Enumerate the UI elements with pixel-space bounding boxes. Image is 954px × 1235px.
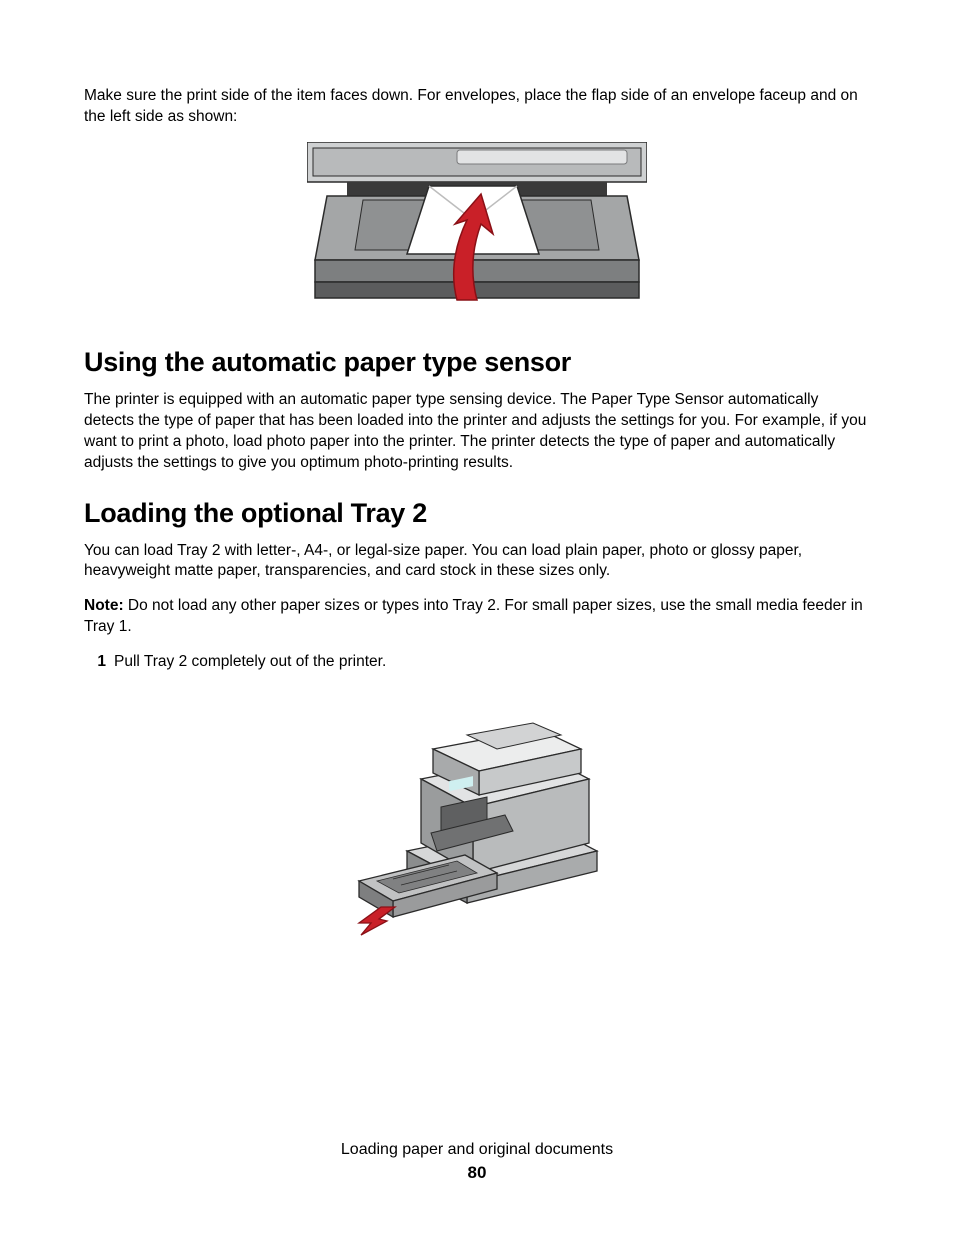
footer-page-number: 80 — [0, 1163, 954, 1183]
figure-envelope-feed — [84, 142, 870, 317]
note-label: Note: — [84, 597, 124, 614]
heading-loading-tray2: Loading the optional Tray 2 — [84, 498, 870, 529]
note-body: Do not load any other paper sizes or typ… — [84, 597, 863, 635]
page-footer: Loading paper and original documents 80 — [0, 1141, 954, 1183]
heading-automatic-sensor: Using the automatic paper type sensor — [84, 347, 870, 378]
footer-section-title: Loading paper and original documents — [0, 1141, 954, 1159]
step-1-number: 1 — [84, 652, 106, 673]
para-tray2-sizes: You can load Tray 2 with letter-, A4-, o… — [84, 541, 870, 583]
figure-pull-tray2 — [84, 683, 870, 948]
envelope-feed-illustration — [307, 142, 647, 312]
pull-tray2-illustration — [337, 683, 617, 943]
step-1: 1 Pull Tray 2 completely out of the prin… — [84, 652, 870, 673]
intro-paragraph: Make sure the print side of the item fac… — [84, 86, 870, 128]
note-tray2: Note: Do not load any other paper sizes … — [84, 596, 870, 638]
para-automatic-sensor: The printer is equipped with an automati… — [84, 390, 870, 474]
step-1-text: Pull Tray 2 completely out of the printe… — [114, 652, 386, 673]
